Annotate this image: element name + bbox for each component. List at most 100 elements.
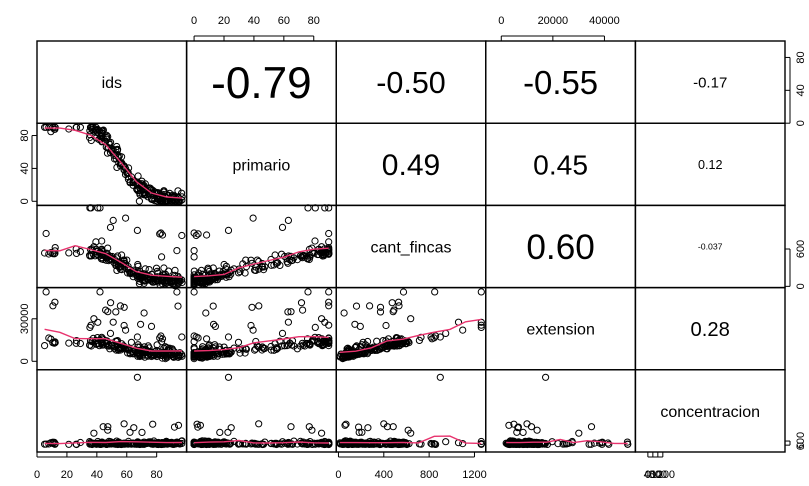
scatter-point bbox=[376, 303, 385, 311]
scatter-point bbox=[161, 343, 169, 351]
scatter-point bbox=[193, 420, 201, 428]
scatter-point bbox=[117, 160, 125, 168]
scatter-point bbox=[149, 420, 157, 428]
scatter-point bbox=[288, 256, 297, 264]
scatter-point bbox=[255, 302, 263, 310]
scatter-point bbox=[113, 266, 121, 274]
panel-cant_fincas-concentracion: -0.037 bbox=[634, 204, 786, 289]
scatter-point bbox=[122, 326, 130, 334]
scatter-point bbox=[161, 197, 169, 205]
scatter-point bbox=[542, 373, 550, 381]
scatter-point bbox=[430, 334, 438, 342]
scatter-point bbox=[151, 440, 159, 448]
scatter-point bbox=[255, 420, 263, 428]
variable-label-primario: primario bbox=[233, 157, 291, 174]
scatter-point bbox=[127, 338, 135, 346]
scatter-point bbox=[102, 440, 110, 448]
scatter-point bbox=[161, 273, 169, 281]
panel-primario-extension: 0.45 bbox=[485, 122, 637, 207]
scatter-point bbox=[107, 299, 115, 307]
scatter-point bbox=[325, 339, 333, 347]
scatter-point bbox=[115, 344, 123, 352]
scatter-point bbox=[109, 216, 117, 224]
bottom-tick-label: 800 bbox=[420, 469, 438, 481]
scatter-point bbox=[104, 308, 112, 316]
scatter-point bbox=[87, 440, 95, 448]
scatter-point bbox=[320, 440, 328, 448]
panel-primario-concentracion: 0.12 bbox=[634, 122, 786, 207]
scatter-point bbox=[505, 421, 513, 429]
smoother-line bbox=[339, 318, 482, 353]
scatter-point bbox=[224, 226, 233, 234]
scatter-point bbox=[120, 321, 128, 330]
scatter-point bbox=[355, 428, 363, 436]
smoother-line bbox=[194, 335, 329, 352]
scatter-point bbox=[358, 428, 366, 436]
scatter-point bbox=[235, 345, 243, 353]
scatter-point bbox=[148, 277, 156, 285]
scatter-point bbox=[340, 309, 348, 317]
scatter-point bbox=[210, 320, 218, 328]
scatter-point bbox=[209, 302, 217, 310]
left-tick-label: 80 bbox=[19, 129, 31, 141]
scatter-point bbox=[442, 438, 450, 446]
correlation-label-ids-extension: -0.55 bbox=[523, 64, 598, 101]
scatter-point bbox=[176, 349, 184, 357]
scatter-point bbox=[178, 437, 186, 445]
variable-label-concentracion: concentracion bbox=[660, 404, 760, 421]
scatter-point bbox=[522, 439, 530, 447]
scatter-point bbox=[201, 278, 209, 286]
scatter-point bbox=[382, 321, 390, 330]
scatter-point bbox=[112, 308, 120, 316]
scatter-point bbox=[106, 223, 115, 231]
scatter-point bbox=[92, 245, 101, 253]
scatter-point bbox=[284, 318, 292, 326]
scatter-point bbox=[134, 187, 142, 195]
scatter-point bbox=[325, 321, 333, 329]
scatter-point bbox=[527, 423, 536, 431]
scatter-point bbox=[168, 274, 176, 282]
scatter-point bbox=[283, 342, 291, 350]
panel-extension-primario bbox=[185, 286, 337, 371]
scatter-point bbox=[129, 439, 137, 447]
bottom-tick-label: 80 bbox=[151, 469, 163, 481]
scatter-point bbox=[325, 302, 333, 310]
scatter-point bbox=[587, 423, 596, 431]
scatter-point bbox=[519, 439, 527, 448]
scatter-point bbox=[156, 230, 164, 238]
scatter-point bbox=[72, 249, 81, 257]
correlation-label-primario-extension: 0.45 bbox=[533, 148, 588, 180]
scatter-point bbox=[196, 421, 204, 429]
scatter-point bbox=[519, 428, 527, 436]
scatter-point bbox=[293, 256, 301, 264]
scatter-point bbox=[364, 337, 372, 346]
scatter-point bbox=[373, 337, 381, 345]
scatter-point bbox=[241, 269, 249, 277]
scatter-point bbox=[399, 288, 408, 296]
scatter-point bbox=[284, 308, 292, 316]
scatter-point bbox=[523, 420, 531, 428]
scatter-point bbox=[50, 339, 58, 347]
scatter-point bbox=[376, 308, 385, 316]
top-tick-label: 0 bbox=[191, 15, 197, 27]
scatter-point bbox=[129, 181, 137, 189]
scatter-point bbox=[224, 439, 232, 447]
left-tick-label: 30000 bbox=[19, 303, 31, 334]
scatter-point bbox=[153, 189, 161, 197]
right-tick-label: 0 bbox=[795, 120, 807, 126]
scatter-point bbox=[174, 421, 183, 429]
scatter-point bbox=[316, 247, 324, 255]
scatter-point bbox=[258, 440, 266, 449]
scatter-point bbox=[248, 303, 256, 311]
scatter-point bbox=[49, 123, 57, 131]
scatter-point bbox=[224, 333, 233, 341]
scatter-point bbox=[431, 288, 439, 296]
scatter-point bbox=[224, 373, 233, 381]
scatter-point bbox=[379, 344, 387, 352]
scatter-point bbox=[147, 322, 156, 330]
scatter-point bbox=[624, 440, 632, 448]
scatter-point bbox=[272, 344, 280, 352]
scatter-point bbox=[87, 123, 95, 131]
scatter-point bbox=[389, 308, 397, 316]
scatter-point bbox=[120, 303, 128, 311]
